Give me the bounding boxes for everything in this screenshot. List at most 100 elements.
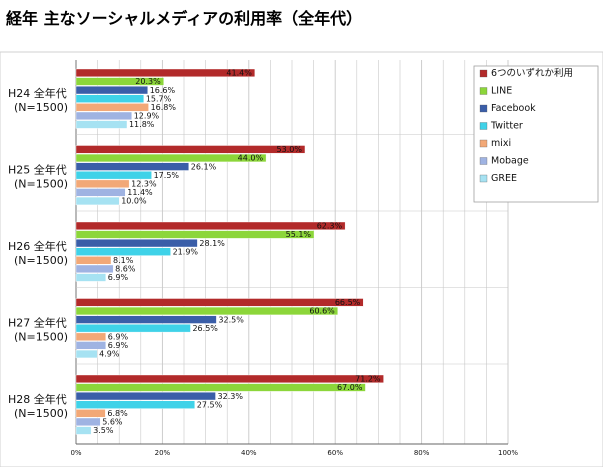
bar (75, 162, 189, 171)
data-label: 53.0% (277, 145, 303, 154)
bar (75, 171, 152, 180)
category-n-label: (N=1500) (14, 407, 68, 420)
bar (75, 247, 171, 256)
data-label: 60.6% (309, 307, 335, 316)
data-label: 71.2% (355, 375, 381, 384)
data-label: 11.4% (127, 188, 153, 197)
bar (75, 306, 338, 316)
category-label: H27 全年代 (8, 316, 67, 330)
bar (75, 94, 145, 103)
bar (75, 417, 101, 427)
bar (75, 341, 107, 350)
legend-swatch (479, 174, 488, 183)
bars-group (75, 68, 384, 435)
legend-swatch (479, 139, 488, 148)
data-label: 8.1% (113, 256, 134, 265)
data-label: 32.3% (218, 392, 244, 401)
data-label: 16.8% (151, 103, 177, 112)
data-label: 10.0% (121, 197, 147, 206)
data-label: 8.6% (115, 265, 136, 274)
legend-label: Twitter (490, 121, 523, 132)
x-tick-label: 60% (327, 449, 343, 457)
value-labels: 41.4% 20.3%16.6%15.7%16.8%12.9%11.8% 53.0%… (93, 69, 381, 436)
bar (75, 409, 106, 418)
data-label: 41.4% (226, 69, 252, 78)
data-label: 6.9% (108, 341, 129, 350)
data-label: 16.6% (150, 86, 176, 95)
x-tick-label: 0% (70, 449, 81, 457)
legend-label: mixi (491, 138, 511, 149)
legend-swatch (479, 87, 488, 95)
data-label: 44.0% (238, 154, 264, 163)
legend-box (473, 65, 599, 203)
legend-label: Mobage (491, 156, 529, 167)
data-label: 12.3% (131, 180, 157, 189)
data-label: 17.5% (154, 171, 180, 180)
x-tick-label: 80% (414, 449, 430, 457)
bar (75, 349, 98, 359)
bar (75, 392, 216, 401)
bar (75, 230, 315, 239)
bar (75, 426, 92, 435)
data-label: 6.8% (107, 409, 128, 418)
category-n-label: (N=1500) (14, 331, 68, 344)
legend-label: LINE (491, 86, 512, 97)
data-label: 26.1% (191, 162, 217, 171)
bar (75, 315, 217, 324)
bar (75, 120, 128, 129)
bar (75, 238, 198, 248)
category-n-label: (N=1500) (14, 254, 68, 267)
bar (75, 374, 384, 384)
bar (75, 188, 126, 197)
bar (75, 68, 256, 78)
bar (75, 400, 196, 409)
bar (75, 298, 364, 307)
data-label: 4.9% (99, 350, 120, 359)
data-label: 27.5% (197, 400, 223, 409)
data-label: 6.9% (108, 273, 129, 282)
category-label: H24 全年代 (8, 86, 67, 100)
data-label: 32.5% (218, 315, 244, 324)
category-n-label: (N=1500) (14, 178, 68, 191)
data-label: 66.5% (335, 298, 361, 307)
data-label: 28.1% (199, 239, 225, 248)
x-tick-label: 40% (241, 449, 257, 457)
data-label: 11.8% (129, 120, 155, 129)
data-label: 12.9% (134, 112, 160, 121)
chart-title: 経年 主なソーシャルメディアの利用率（全年代） (6, 9, 363, 28)
bar (75, 103, 149, 112)
bar (75, 179, 130, 188)
bar (75, 273, 107, 282)
bar (75, 324, 191, 333)
category-label: H25 全年代 (8, 163, 67, 177)
data-label: 20.3% (135, 77, 161, 86)
category-label: H26 全年代 (8, 239, 67, 253)
bar (75, 111, 132, 121)
bar (75, 85, 148, 95)
legend-swatch (479, 104, 488, 113)
data-label: 3.5% (93, 426, 114, 435)
data-label: 21.9% (173, 247, 199, 256)
legend-label: GREE (491, 173, 517, 184)
category-n-label: (N=1500) (14, 101, 68, 114)
data-label: 15.7% (146, 94, 172, 103)
x-tick-label: 20% (155, 449, 171, 457)
legend: 6つのいずれか利用 LINE Facebook Twitter mixi Mobage GR… (473, 65, 599, 203)
legend-swatch (479, 122, 488, 130)
legend-swatch (479, 157, 488, 165)
bar (75, 221, 346, 231)
bar (75, 145, 306, 154)
data-label: 67.0% (337, 383, 363, 392)
bar (75, 383, 366, 392)
bar (75, 332, 107, 341)
bar (75, 264, 114, 274)
data-label: 26.5% (192, 324, 218, 333)
data-label: 6.9% (108, 333, 129, 342)
data-label: 55.1% (286, 230, 312, 239)
x-axis-ticks: 0% 20% 40% 60% 80% 100% (70, 449, 518, 457)
legend-label: Facebook (491, 103, 536, 114)
bar (75, 77, 164, 86)
legend-label: 6つのいずれか利用 (491, 67, 573, 79)
category-labels: H24 全年代(N=1500)H25 全年代(N=1500)H26 全年代(N=… (8, 86, 68, 420)
bar (75, 256, 112, 265)
